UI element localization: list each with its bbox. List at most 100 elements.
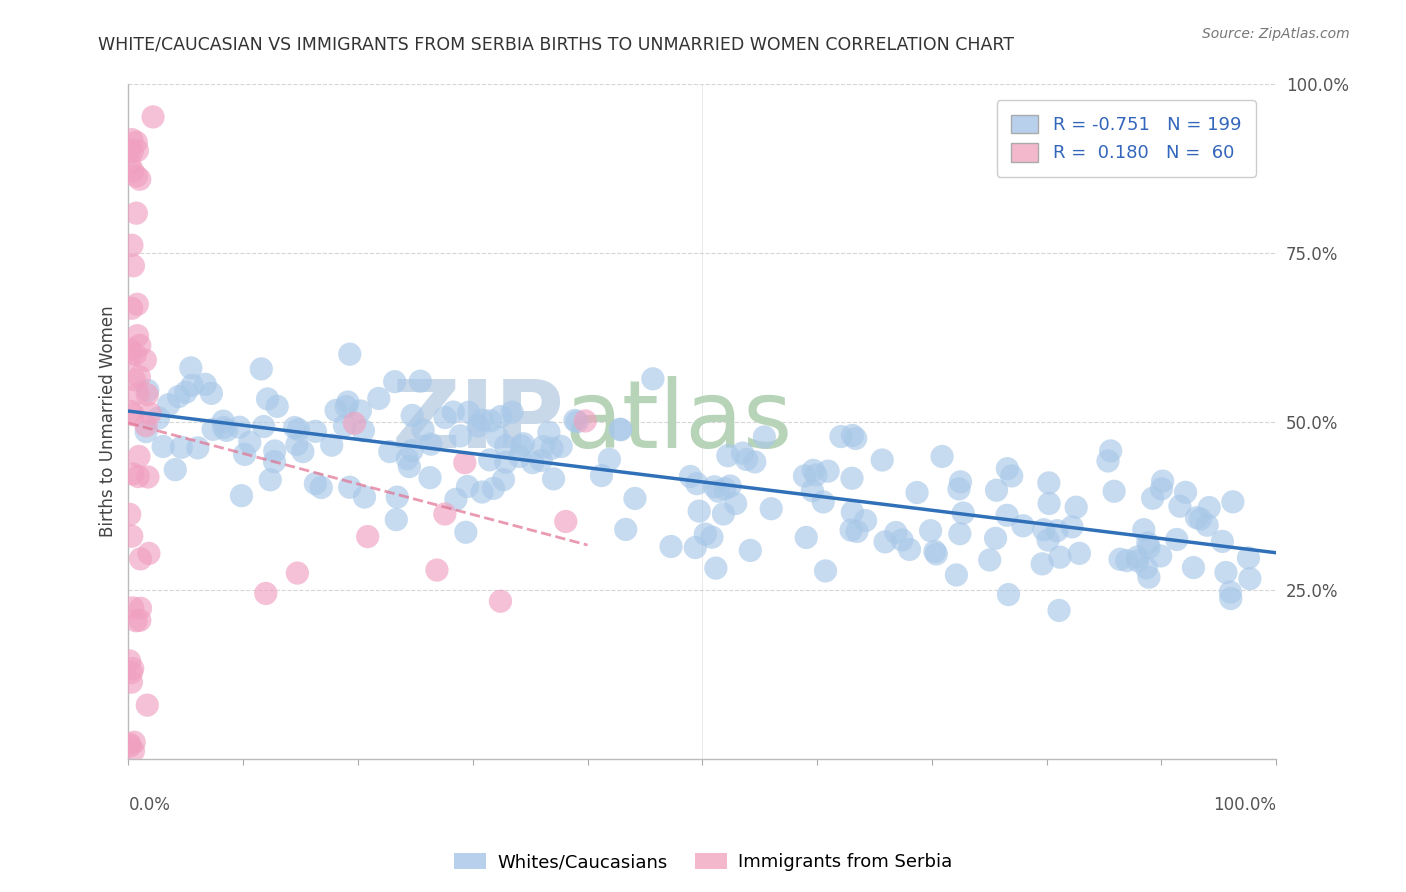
Point bbox=[135, 425, 157, 439]
Point bbox=[724, 496, 747, 510]
Point bbox=[1069, 546, 1091, 560]
Point bbox=[118, 351, 141, 365]
Point bbox=[127, 469, 149, 483]
Point bbox=[122, 408, 145, 422]
Point bbox=[165, 463, 187, 477]
Point bbox=[841, 505, 863, 519]
Point bbox=[125, 135, 148, 149]
Point bbox=[814, 564, 837, 578]
Point bbox=[550, 440, 572, 454]
Point bbox=[1219, 585, 1241, 599]
Point bbox=[841, 428, 863, 442]
Point bbox=[215, 423, 238, 437]
Point bbox=[127, 387, 149, 401]
Point bbox=[530, 453, 553, 467]
Point bbox=[228, 420, 250, 434]
Point bbox=[471, 485, 494, 500]
Point bbox=[121, 529, 143, 543]
Point bbox=[905, 485, 928, 500]
Point bbox=[718, 479, 741, 493]
Point bbox=[285, 437, 308, 451]
Point bbox=[679, 469, 702, 483]
Point bbox=[510, 439, 533, 453]
Point bbox=[356, 530, 378, 544]
Point bbox=[1150, 482, 1173, 496]
Point bbox=[543, 472, 565, 486]
Point bbox=[482, 481, 505, 495]
Point bbox=[478, 453, 501, 467]
Point bbox=[948, 482, 970, 496]
Point bbox=[128, 613, 150, 627]
Point bbox=[1036, 533, 1059, 548]
Point bbox=[1182, 560, 1205, 574]
Point bbox=[839, 523, 862, 537]
Point bbox=[352, 424, 374, 438]
Point bbox=[136, 384, 159, 398]
Point bbox=[801, 463, 824, 477]
Point bbox=[1038, 475, 1060, 490]
Point bbox=[457, 405, 479, 419]
Point bbox=[127, 297, 149, 311]
Point bbox=[353, 490, 375, 504]
Point bbox=[1137, 570, 1160, 584]
Point bbox=[256, 392, 278, 406]
Point bbox=[135, 418, 157, 433]
Point bbox=[122, 744, 145, 758]
Text: WHITE/CAUCASIAN VS IMMIGRANTS FROM SERBIA BIRTHS TO UNMARRIED WOMEN CORRELATION : WHITE/CAUCASIAN VS IMMIGRANTS FROM SERBI… bbox=[98, 36, 1014, 54]
Point bbox=[659, 540, 682, 554]
Point bbox=[1001, 469, 1024, 483]
Point bbox=[1174, 485, 1197, 500]
Point bbox=[614, 523, 637, 537]
Point bbox=[120, 404, 142, 418]
Point bbox=[1222, 495, 1244, 509]
Point bbox=[254, 586, 277, 600]
Point bbox=[127, 328, 149, 343]
Point bbox=[349, 404, 371, 418]
Point bbox=[449, 429, 471, 443]
Point bbox=[412, 423, 434, 437]
Point bbox=[121, 301, 143, 316]
Point bbox=[121, 164, 143, 178]
Point bbox=[495, 439, 517, 453]
Point bbox=[118, 508, 141, 522]
Point bbox=[1047, 603, 1070, 617]
Point bbox=[121, 662, 143, 676]
Point bbox=[124, 347, 146, 361]
Point bbox=[1102, 484, 1125, 499]
Point bbox=[1197, 518, 1219, 533]
Point bbox=[456, 479, 478, 493]
Point bbox=[419, 470, 441, 484]
Point bbox=[949, 475, 972, 489]
Point bbox=[129, 552, 152, 566]
Legend: Whites/Caucasians, Immigrants from Serbia: Whites/Caucasians, Immigrants from Serbi… bbox=[447, 846, 959, 879]
Point bbox=[396, 451, 419, 466]
Point bbox=[253, 419, 276, 434]
Point bbox=[180, 360, 202, 375]
Point bbox=[495, 455, 517, 469]
Text: 100.0%: 100.0% bbox=[1213, 796, 1277, 814]
Point bbox=[574, 414, 596, 428]
Point bbox=[434, 410, 457, 425]
Point bbox=[1115, 553, 1137, 567]
Point bbox=[304, 476, 326, 491]
Point bbox=[986, 483, 1008, 498]
Point bbox=[194, 377, 217, 392]
Point bbox=[564, 413, 586, 427]
Point bbox=[707, 484, 730, 499]
Point bbox=[433, 507, 456, 521]
Point bbox=[325, 403, 347, 417]
Point bbox=[263, 444, 285, 458]
Text: 0.0%: 0.0% bbox=[128, 796, 170, 814]
Point bbox=[1185, 510, 1208, 524]
Point bbox=[801, 483, 824, 498]
Point bbox=[138, 546, 160, 560]
Point bbox=[522, 456, 544, 470]
Point bbox=[486, 430, 509, 444]
Point bbox=[454, 525, 477, 540]
Point bbox=[167, 390, 190, 404]
Point bbox=[128, 450, 150, 464]
Point bbox=[118, 737, 141, 751]
Point bbox=[1215, 566, 1237, 580]
Point bbox=[1136, 536, 1159, 550]
Text: Source: ZipAtlas.com: Source: ZipAtlas.com bbox=[1202, 27, 1350, 41]
